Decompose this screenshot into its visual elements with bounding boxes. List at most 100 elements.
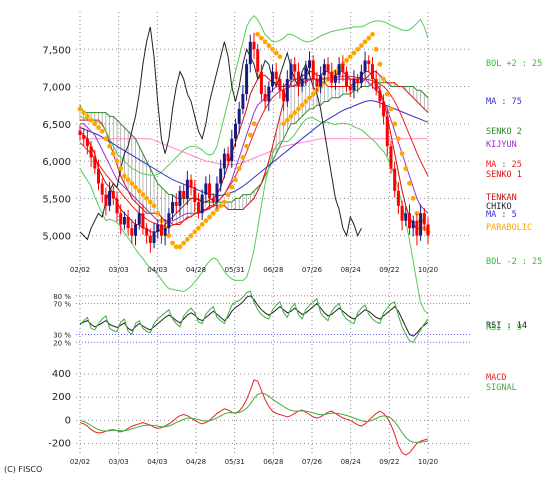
- copyright-label: (C) FISCO: [4, 465, 42, 474]
- x-tick-label-bottom: 08/24: [341, 458, 362, 466]
- candle-body: [89, 146, 93, 158]
- candle-body: [156, 224, 160, 232]
- price-y-tick-label: 6,500: [42, 120, 71, 131]
- parabolic-dot: [299, 102, 305, 108]
- axis-labels: 02/02 02/02 03/03 03/03 04/03 04/03 04/28 04/28…: [42, 45, 438, 466]
- x-tick-label: 09/22: [379, 266, 399, 274]
- parabolic-dot: [240, 154, 246, 160]
- price-legend-label: PARABOLIC: [486, 223, 532, 233]
- x-tick-label: 05/31: [225, 266, 245, 274]
- candle-body: [122, 217, 126, 225]
- price-y-tick-label: 5,500: [42, 194, 71, 205]
- candle-body: [263, 94, 267, 102]
- candle-body: [352, 79, 356, 91]
- parabolic-dot: [381, 76, 386, 82]
- candle-body: [178, 190, 182, 206]
- parabolic-dot: [210, 210, 216, 216]
- parabolic-dot: [395, 136, 401, 142]
- parabolic-dot: [184, 236, 190, 242]
- candle-body: [174, 202, 178, 206]
- rsi-panel: [79, 290, 429, 343]
- candle-body: [419, 213, 423, 236]
- candle-body: [256, 49, 260, 72]
- candle-body: [422, 213, 426, 225]
- parabolic-dot: [85, 113, 90, 119]
- candle-body: [267, 86, 271, 102]
- x-tick-label: 06/28: [263, 266, 283, 274]
- candle-body: [271, 71, 275, 87]
- candle-body: [319, 75, 323, 87]
- candle-body: [126, 217, 130, 229]
- parabolic-dot: [244, 143, 249, 149]
- price-legend-label: BOL -2 : 25: [486, 257, 542, 267]
- parabolic-dot: [218, 203, 224, 209]
- candle-body: [345, 71, 349, 87]
- chiko-line: [79, 26, 362, 241]
- x-tick-label-bottom: 05/31: [225, 458, 245, 466]
- macd-y-tick-label: 200: [52, 392, 71, 403]
- candle-body: [108, 190, 112, 206]
- parabolic-dot: [122, 173, 127, 179]
- parabolic-dot: [155, 210, 161, 216]
- parabolic-dot: [284, 117, 290, 123]
- rsi-y-tick-label: 70 %: [53, 301, 71, 309]
- candle-body: [359, 71, 363, 83]
- macd-line: [79, 379, 429, 456]
- x-tick-label-bottom: 06/28: [263, 458, 283, 466]
- candle-body: [389, 146, 393, 169]
- parabolic-dot: [207, 214, 212, 220]
- candle-body: [137, 213, 141, 225]
- x-tick-label: 07/26: [302, 266, 323, 274]
- parabolic-dot: [166, 233, 172, 239]
- price-legend-label: TENKAN: [486, 193, 517, 203]
- candle-body: [300, 79, 304, 87]
- candle-body: [348, 86, 352, 91]
- parabolic-dot: [99, 128, 105, 134]
- candle-body: [115, 198, 119, 214]
- parabolic-dot: [81, 110, 87, 116]
- rsi9-line: [79, 290, 429, 343]
- parabolic-dot: [140, 192, 146, 198]
- parabolic-dot: [358, 43, 364, 48]
- candle-body: [293, 64, 297, 72]
- candle-body: [93, 157, 97, 169]
- parabolic-dot: [403, 166, 409, 171]
- candle-body: [215, 183, 219, 203]
- price-panel: [77, 14, 431, 315]
- parabolic-dot: [92, 121, 98, 127]
- parabolic-dot: [173, 244, 179, 250]
- parabolic-dot: [107, 143, 113, 149]
- candle-body: [230, 138, 234, 162]
- candle-body: [226, 153, 230, 162]
- parabolic-dot: [251, 121, 257, 127]
- candle-body: [404, 213, 408, 221]
- candle-body: [411, 220, 415, 229]
- candle-body: [326, 64, 330, 72]
- parabolic-dot: [114, 158, 120, 164]
- candle-body: [374, 79, 378, 91]
- macd-y-tick-label: 400: [52, 369, 71, 380]
- candle-body: [233, 123, 237, 139]
- bollinger-upper-line: [79, 14, 429, 176]
- parabolic-dot: [125, 177, 131, 183]
- parabolic-dot: [347, 54, 353, 60]
- candle-body: [159, 224, 163, 236]
- candle-body: [193, 187, 197, 203]
- parabolic-dot: [233, 177, 238, 183]
- macd-y-tick-label: 0: [65, 415, 71, 426]
- parabolic-dot: [310, 91, 316, 97]
- parabolic-dot: [407, 181, 412, 186]
- parabolic-dot: [255, 31, 261, 37]
- candle-body: [152, 231, 156, 244]
- parabolic-dot: [203, 218, 209, 224]
- x-tick-label-bottom: 03/03: [109, 458, 129, 466]
- parabolic-dot: [266, 43, 272, 48]
- parabolic-dot: [362, 39, 368, 45]
- candle-body: [426, 224, 430, 236]
- parabolic-dot: [118, 166, 124, 171]
- candle-body: [78, 130, 82, 135]
- parabolic-dot: [262, 39, 268, 45]
- candle-body: [382, 101, 386, 117]
- parabolic-dot: [292, 110, 298, 116]
- parabolic-dot: [355, 46, 361, 52]
